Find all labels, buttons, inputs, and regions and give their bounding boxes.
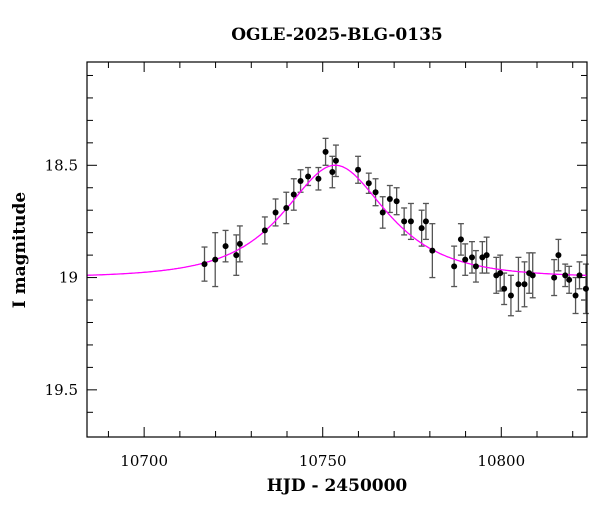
- data-point: [315, 175, 322, 182]
- data-point: [272, 209, 279, 216]
- data-point: [261, 227, 268, 234]
- data-point: [472, 263, 479, 270]
- data-point: [297, 178, 304, 185]
- data-point: [469, 254, 475, 261]
- x-axis-label: HJD - 2450000: [267, 476, 408, 496]
- data-point: [566, 276, 573, 283]
- x-tick-label: 10800: [477, 452, 525, 470]
- data-point: [562, 272, 569, 279]
- data-point: [212, 256, 219, 263]
- data-point: [332, 157, 339, 164]
- data-point: [515, 281, 522, 288]
- data-point: [233, 252, 240, 259]
- data-point: [283, 204, 290, 211]
- y-tick-label: 19: [59, 269, 78, 287]
- data-point: [462, 256, 469, 263]
- data-point: [483, 252, 490, 259]
- data-point: [290, 191, 297, 198]
- data-point: [555, 252, 562, 259]
- data-point: [551, 274, 558, 281]
- data-point: [329, 169, 336, 176]
- y-axis-label: I magnitude: [10, 192, 30, 309]
- data-point: [407, 218, 414, 225]
- chart-title: OGLE-2025-BLG-0135: [231, 25, 443, 45]
- data-point: [501, 285, 508, 292]
- data-point: [451, 263, 458, 270]
- y-tick-label: 18.5: [45, 156, 78, 174]
- x-tick-label: 10700: [120, 452, 168, 470]
- data-point: [572, 292, 579, 299]
- data-point: [236, 240, 243, 247]
- data-point: [365, 180, 372, 187]
- data-point: [582, 285, 589, 292]
- data-point: [457, 236, 464, 243]
- data-point: [429, 247, 436, 254]
- data-point: [576, 272, 583, 279]
- data-point: [521, 281, 528, 288]
- data-point: [222, 243, 229, 250]
- x-tick-label: 10750: [299, 452, 347, 470]
- data-point: [305, 173, 312, 180]
- data-point: [322, 148, 329, 155]
- data-point: [507, 292, 514, 299]
- data-point: [422, 218, 429, 225]
- y-tick-label: 19.5: [45, 381, 78, 399]
- data-point: [386, 195, 393, 202]
- data-point: [418, 225, 425, 232]
- data-point: [355, 166, 362, 173]
- plot-frame: [86, 61, 588, 438]
- data-point: [401, 218, 408, 225]
- data-point: [393, 198, 400, 205]
- model-curve: [86, 164, 587, 277]
- data-point: [372, 189, 379, 196]
- data-point: [529, 272, 536, 279]
- data-point: [379, 209, 386, 216]
- data-point: [201, 261, 208, 268]
- data-point: [497, 270, 504, 277]
